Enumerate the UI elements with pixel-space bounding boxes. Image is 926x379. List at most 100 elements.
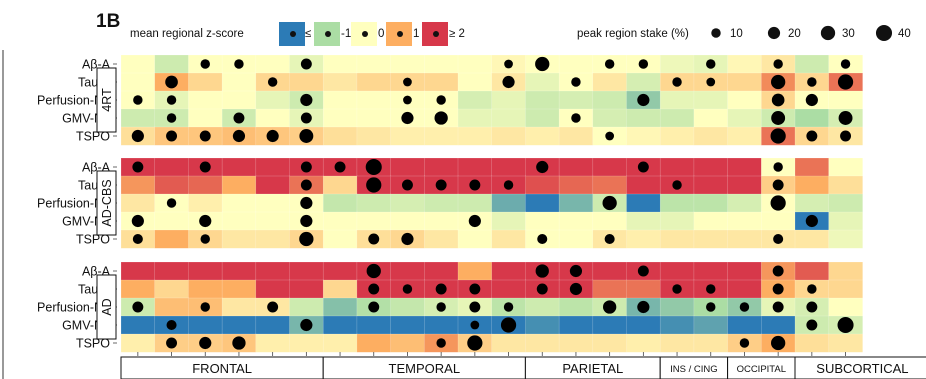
heat-cell xyxy=(221,72,257,92)
heat-cell xyxy=(525,333,560,353)
heat-cell xyxy=(693,315,729,335)
heat-cell xyxy=(693,193,729,213)
heat-cell xyxy=(491,211,526,231)
heat-cell xyxy=(659,211,695,231)
stake-point xyxy=(267,77,278,87)
heat-cell xyxy=(390,333,425,353)
heat-cell xyxy=(120,72,156,92)
heat-cell xyxy=(221,90,257,110)
stake-point xyxy=(469,283,481,295)
heat-cell xyxy=(592,108,628,128)
heat-cell xyxy=(424,126,459,146)
stake-point xyxy=(300,58,312,70)
region-label: SUBCORTICAL xyxy=(816,361,908,376)
heat-cell xyxy=(120,54,156,74)
stake-point xyxy=(806,319,818,331)
heat-cell xyxy=(356,126,392,146)
heat-cell xyxy=(255,229,291,249)
heat-cell xyxy=(390,126,425,146)
stake-point xyxy=(132,301,144,313)
heat-cell xyxy=(221,193,257,213)
heat-cell xyxy=(626,229,661,249)
heat-cell xyxy=(558,333,594,353)
heat-cell xyxy=(491,229,526,249)
heat-cell xyxy=(255,211,291,231)
heat-cell xyxy=(424,229,459,249)
heat-cell xyxy=(322,211,358,231)
stake-point xyxy=(200,59,210,69)
heat-cell xyxy=(828,193,863,213)
heat-cell xyxy=(322,261,358,281)
heat-cell xyxy=(491,108,526,128)
heat-cell xyxy=(659,90,695,110)
stake-point xyxy=(366,177,382,193)
heat-cell xyxy=(693,108,729,128)
heat-cell xyxy=(120,279,156,299)
heat-cell xyxy=(693,229,729,249)
heat-cell xyxy=(322,108,358,128)
heat-cell xyxy=(794,261,830,281)
heat-cell xyxy=(120,193,156,213)
heat-cell xyxy=(794,157,830,177)
heat-cell xyxy=(322,72,358,92)
heat-cell xyxy=(693,175,729,195)
region-label: FRONTAL xyxy=(192,361,252,376)
heat-cell xyxy=(558,90,594,110)
zscore-label-1: -1 xyxy=(341,28,351,40)
heat-cell xyxy=(794,54,830,74)
heat-cell xyxy=(659,333,695,353)
heat-cell xyxy=(828,279,863,299)
row-label: TSPO xyxy=(76,130,110,144)
stake-point xyxy=(403,95,412,105)
stake-point xyxy=(837,316,854,334)
stake-point xyxy=(840,130,852,142)
stake-point xyxy=(637,161,649,173)
heat-cell xyxy=(558,211,594,231)
heat-cell xyxy=(188,72,223,92)
stake-point xyxy=(772,179,784,191)
stake-point xyxy=(299,129,314,143)
heat-cell xyxy=(154,157,189,177)
stake-point xyxy=(536,160,549,174)
heat-cell xyxy=(727,211,762,231)
stake-point xyxy=(672,180,682,190)
stake-point xyxy=(365,158,382,176)
stake-point xyxy=(434,111,448,125)
heat-cell xyxy=(794,193,830,213)
heat-cell xyxy=(525,108,560,128)
heat-cell xyxy=(322,315,358,335)
stake-point xyxy=(503,302,514,312)
stake-point xyxy=(500,317,517,333)
heat-cell xyxy=(626,175,661,195)
stake-point xyxy=(504,59,513,69)
heat-cell xyxy=(558,193,594,213)
heat-cell xyxy=(356,108,392,128)
heat-cell xyxy=(794,229,830,249)
stake-point xyxy=(569,282,583,296)
zscore-legend: mean regional z-score ≤ -2-101≥ 2 xyxy=(130,22,465,46)
heat-cell xyxy=(491,279,526,299)
heat-cell xyxy=(457,90,493,110)
heat-cell xyxy=(154,211,189,231)
panel-label: 4RT xyxy=(100,88,114,112)
region-label: OCCIPITAL xyxy=(737,364,786,375)
heat-cell xyxy=(390,261,425,281)
heat-cell xyxy=(221,157,257,177)
heat-cell xyxy=(289,279,324,299)
heat-cell xyxy=(457,108,493,128)
heat-cell xyxy=(424,315,459,335)
region-box xyxy=(794,356,926,379)
stake-point xyxy=(468,214,481,228)
heat-cell xyxy=(828,157,863,177)
stake-point xyxy=(571,113,581,123)
heat-cell xyxy=(525,126,560,146)
heat-cell xyxy=(356,90,392,110)
heat-cell xyxy=(727,126,762,146)
stake-label-10: 10 xyxy=(730,28,743,40)
stake-point xyxy=(300,214,313,228)
heat-cell xyxy=(727,315,762,335)
stake-point xyxy=(133,95,143,105)
heat-cell xyxy=(255,279,291,299)
stake-point xyxy=(637,300,650,314)
heat-cell xyxy=(727,108,762,128)
